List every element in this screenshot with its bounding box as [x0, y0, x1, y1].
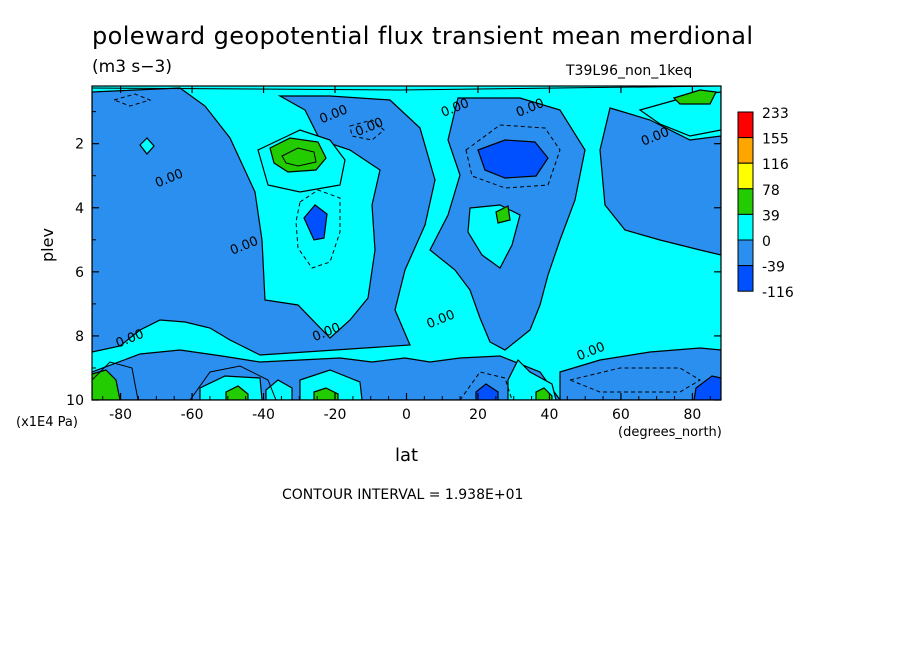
colorbar-level-label: 116 — [762, 157, 789, 173]
y-axis-unit: (x1E4 Pa) — [16, 415, 78, 430]
field-negative — [559, 347, 721, 400]
x-tick-label: 0 — [402, 407, 411, 423]
x-tick-label: -60 — [181, 407, 204, 423]
contour-line — [112, 93, 152, 107]
colorbar-level-label: -39 — [762, 260, 785, 276]
run-id: T39L96_non_1keq — [566, 63, 693, 79]
contour-line — [295, 189, 341, 269]
contour-line — [92, 86, 721, 91]
x-axis-unit: (degrees_north) — [618, 425, 722, 440]
contour-line — [189, 365, 277, 400]
contour-line — [568, 367, 701, 393]
colorbar-swatch — [737, 162, 754, 190]
y-tick-label: 10 — [66, 393, 84, 409]
field-positive — [225, 385, 249, 400]
colorbar-swatch — [737, 188, 754, 215]
colorbar-swatch — [737, 111, 754, 139]
contour-line — [465, 124, 561, 189]
chart-units: (m3 s−3) — [92, 57, 172, 77]
colorbar-level-label: 233 — [762, 106, 789, 122]
contour-line — [281, 147, 317, 167]
x-axis-label: lat — [395, 445, 419, 466]
contour-line — [92, 361, 139, 400]
colorbar-swatch — [737, 265, 754, 292]
field-positive — [672, 89, 717, 105]
field-near-zero — [139, 137, 155, 155]
x-tick-label: 20 — [469, 407, 487, 423]
field-near-zero — [265, 379, 293, 400]
field-negative — [92, 87, 436, 356]
field-negative — [599, 107, 721, 256]
y-tick-label: 2 — [75, 137, 84, 153]
colorbar-legend: 233 155 116 78 39 0 -39 -116 — [737, 106, 794, 301]
colorbar-level-label: -116 — [762, 285, 794, 301]
colorbar-swatch — [737, 137, 754, 164]
y-tick-label: 8 — [75, 329, 84, 345]
contour-line — [459, 371, 513, 400]
field-positive — [535, 387, 553, 400]
contour-interval: CONTOUR INTERVAL = 1.938E+01 — [282, 487, 524, 503]
colorbar-swatch — [737, 213, 754, 241]
x-tick-label: 40 — [541, 407, 559, 423]
field-positive — [313, 387, 339, 400]
x-tick-label: -80 — [109, 407, 132, 423]
field-positive — [495, 205, 511, 224]
chart-title: poleward geopotential flux transient mea… — [92, 22, 754, 50]
x-tick-label: 60 — [612, 407, 630, 423]
field-positive — [269, 137, 327, 173]
colorbar-swatch — [737, 239, 754, 267]
y-tick-label: 6 — [75, 265, 84, 281]
colorbar-level-label: 0 — [762, 234, 771, 250]
field-strong-negative — [693, 375, 721, 400]
field-strong-negative — [475, 383, 499, 400]
field-positive — [92, 369, 121, 400]
x-tick-label: -20 — [324, 407, 347, 423]
x-tick-label: -40 — [252, 407, 275, 423]
x-tick-label: 80 — [683, 407, 701, 423]
y-axis: 2 4 6 8 10 — [66, 111, 721, 409]
colorbar-level-label: 155 — [762, 132, 789, 148]
contour-fields — [92, 86, 721, 400]
field-strong-negative — [303, 204, 328, 241]
field-strong-negative — [477, 139, 549, 179]
colorbar-level-label: 78 — [762, 183, 780, 199]
colorbar-level-label: 39 — [762, 208, 780, 224]
x-axis: -80 -60 -40 -20 0 20 40 60 80 — [102, 86, 711, 423]
y-tick-label: 4 — [75, 201, 84, 217]
